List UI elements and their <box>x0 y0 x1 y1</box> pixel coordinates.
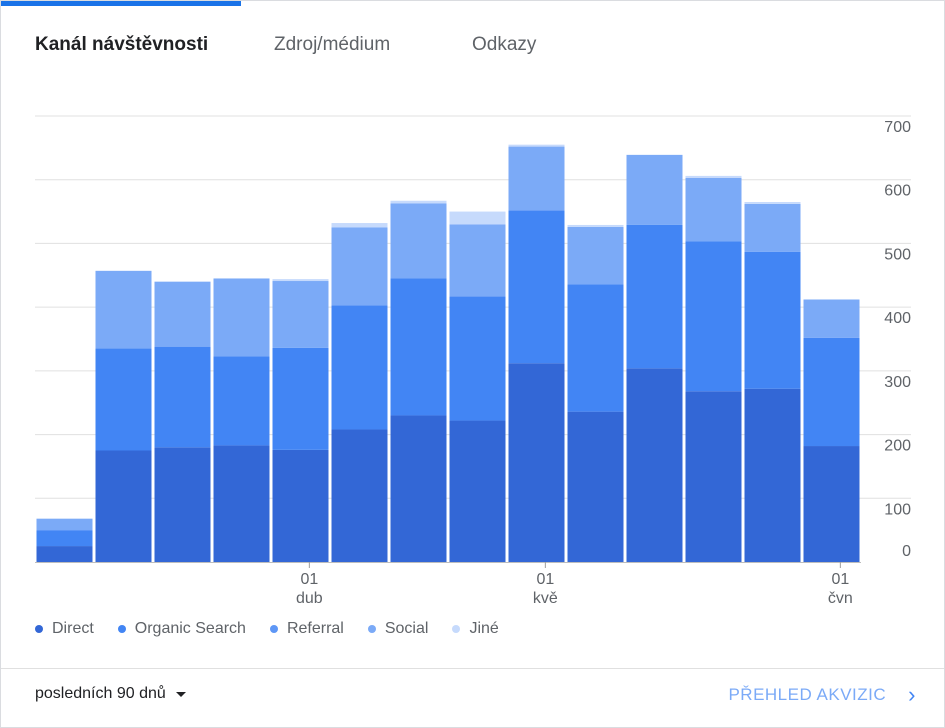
acquisition-report-label: PŘEHLED AKVIZIC <box>728 685 887 704</box>
chart-legend: Direct Organic Search Referral Social Ji… <box>35 617 523 641</box>
legend-dot-organic-search <box>117 625 126 633</box>
y-tick-label: 100 <box>884 501 911 518</box>
bar-segment <box>744 251 801 389</box>
bar-segment <box>213 445 270 562</box>
date-range-label: posledních 90 dnů <box>35 685 166 702</box>
bar-segment <box>508 146 565 211</box>
y-tick-label: 200 <box>884 438 911 455</box>
bar-segment <box>803 446 860 562</box>
tab-source-medium[interactable]: Zdroj/médium <box>274 34 391 55</box>
legend-dot-direct <box>35 625 43 633</box>
x-tick-day: 01 <box>300 571 318 588</box>
bar-segment <box>626 224 683 369</box>
bar-segment <box>508 210 565 364</box>
tab-bar: Kanál návštěvnosti Zdroj/médium Odkazy <box>1 1 944 91</box>
legend-item-other[interactable]: Jiné <box>452 617 499 641</box>
y-tick-label: 300 <box>884 374 911 391</box>
chevron-right-icon: › <box>908 682 916 707</box>
bar-segment <box>390 415 447 562</box>
bar-segment <box>449 211 506 225</box>
y-tick-label: 0 <box>902 543 911 560</box>
bar-segment <box>331 223 388 228</box>
y-tick-label: 700 <box>884 119 911 136</box>
dropdown-caret-icon <box>175 691 186 697</box>
bar-segment <box>272 347 329 450</box>
legend-label-organic-search: Organic Search <box>134 620 246 637</box>
bar-segment <box>449 296 506 421</box>
bar-segment <box>567 224 624 227</box>
legend-label-direct: Direct <box>52 620 94 637</box>
x-tick-month: dub <box>296 590 323 607</box>
bar-segment <box>272 281 329 348</box>
stacked-bar-chart: 0 100 200 300 400 500 600 700 01 dub 01 kvě 01 čvn <box>35 115 911 607</box>
bar-segment <box>95 450 152 562</box>
legend-label-social: Social <box>384 620 429 637</box>
bar-segment <box>36 530 93 547</box>
bar-segment <box>685 177 742 242</box>
legend-item-social[interactable]: Social <box>367 617 429 641</box>
bar-segment <box>803 337 860 447</box>
acquisition-report-link[interactable]: PŘEHLED AKVIZIC › <box>728 682 916 707</box>
bar-segment <box>803 299 860 338</box>
bar-segment <box>449 420 506 562</box>
tab-referrals[interactable]: Odkazy <box>472 34 537 55</box>
legend-item-direct[interactable]: Direct <box>35 617 94 641</box>
legend-label-referral: Referral <box>286 620 344 637</box>
bar-segment <box>95 348 152 451</box>
tab-channel[interactable]: Kanál návštěvnosti <box>35 34 209 55</box>
bar-segment <box>154 346 211 448</box>
bar-segment <box>272 279 329 282</box>
bar-segment <box>213 356 270 446</box>
bar-segment <box>744 202 801 204</box>
bar-segment <box>390 200 447 204</box>
legend-item-referral[interactable]: Referral <box>269 617 344 641</box>
legend-item-organic-search[interactable]: Organic Search <box>117 617 246 641</box>
bar-segment <box>154 447 211 562</box>
legend-dot-other <box>452 625 461 633</box>
bar-segment <box>390 203 447 279</box>
bar-segment <box>36 518 93 531</box>
x-tick-day: 01 <box>831 571 849 588</box>
bar-segment <box>95 270 152 349</box>
legend-label-other: Jiné <box>469 620 499 637</box>
bar-segment <box>449 224 506 297</box>
bar-segment <box>567 284 624 412</box>
bar-segment <box>626 154 683 225</box>
bar-segment <box>390 278 447 416</box>
y-tick-label: 500 <box>884 246 911 263</box>
bar-segment <box>331 305 388 430</box>
card-footer: posledních 90 dnů PŘEHLED AKVIZIC › <box>1 668 944 728</box>
bar-segment <box>508 144 565 147</box>
x-tick-month: kvě <box>533 590 558 607</box>
active-tab-indicator <box>1 1 241 6</box>
bar-segment <box>567 226 624 285</box>
x-tick-day: 01 <box>536 571 554 588</box>
bar-segment <box>626 368 683 562</box>
legend-dot-social <box>367 625 376 633</box>
x-tick-month: čvn <box>828 590 853 607</box>
bar-segment <box>36 546 93 562</box>
bar-segment <box>567 411 624 562</box>
bar-segment <box>154 281 211 347</box>
bar-segment <box>331 429 388 562</box>
bar-segment <box>508 363 565 562</box>
bar-segment <box>685 175 742 178</box>
bar-segment <box>744 388 801 562</box>
bar-segment <box>331 227 388 306</box>
y-tick-label: 400 <box>884 310 911 327</box>
bar-segment <box>685 241 742 392</box>
bar-segment <box>685 391 742 562</box>
bar-segment <box>744 203 801 252</box>
date-range-dropdown[interactable]: posledních 90 dnů <box>35 685 186 703</box>
bar-segment <box>213 278 270 357</box>
bar-segment <box>272 449 329 562</box>
y-tick-label: 600 <box>884 183 911 200</box>
legend-dot-referral <box>269 625 278 633</box>
